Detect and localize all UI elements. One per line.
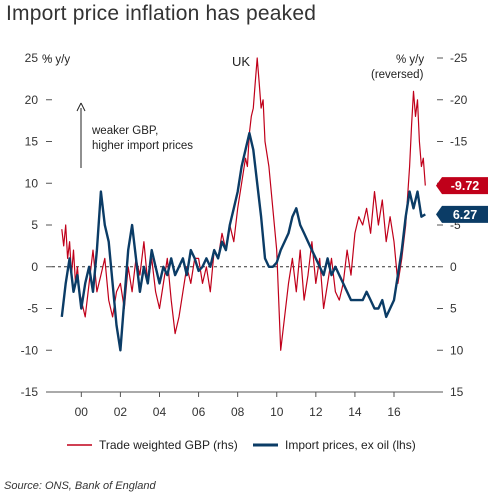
x-tick-label: 06 <box>192 405 206 419</box>
end-labels: -9.72 6.27 <box>436 177 488 223</box>
x-tick-label: 00 <box>75 405 89 419</box>
left-tick-label: 25 <box>25 51 39 65</box>
end-label-trade-gbp-box <box>436 177 488 195</box>
left-tick-label: 0 <box>31 260 38 274</box>
series-line-import-prices <box>60 131 426 352</box>
right-tick-label: 15 <box>450 385 464 399</box>
region-label: UK <box>232 54 250 69</box>
legend-label-import-prices: Import prices, ex oil (lhs) <box>285 438 416 452</box>
x-tick-label: 04 <box>153 405 167 419</box>
series-line-trade-gbp <box>61 57 426 351</box>
right-axis-unit: % y/y <box>396 54 424 66</box>
right-tick-label: 0 <box>450 260 457 274</box>
end-label-import-prices-text: 6.27 <box>453 208 477 222</box>
x-tick-label: 08 <box>231 405 245 419</box>
end-label-import-prices: 6.27 <box>436 205 488 223</box>
left-tick-label: 15 <box>25 135 39 149</box>
end-label-trade-gbp-text: -9.72 <box>451 179 480 193</box>
page-title: Import price inflation has peaked <box>6 2 317 25</box>
x-tick-label: 16 <box>387 405 401 419</box>
right-tick-label: 10 <box>450 343 464 357</box>
right-tick-label: -15 <box>450 135 468 149</box>
end-label-import-prices-box <box>436 205 488 223</box>
axes: -15-10-50510152025151050-5-10-15-20-2500… <box>21 51 468 419</box>
left-tick-label: -15 <box>21 385 39 399</box>
series-layer <box>60 57 426 352</box>
legend: Trade weighted GBP (rhs) Import prices, … <box>67 438 416 452</box>
source-note: Source: ONS, Bank of England <box>4 480 156 492</box>
right-tick-label: -20 <box>450 93 468 107</box>
end-label-trade-gbp: -9.72 <box>436 177 488 195</box>
left-tick-label: -10 <box>21 343 39 357</box>
x-tick-label: 10 <box>270 405 284 419</box>
right-tick-label: 5 <box>450 302 457 316</box>
annotation-line-2: higher import prices <box>92 140 193 152</box>
left-axis-unit: % y/y <box>42 54 70 66</box>
line-chart: UK % y/y % y/y (reversed) weaker GBP, hi… <box>21 51 488 452</box>
left-tick-label: -5 <box>27 302 38 316</box>
annotation-line-1: weaker GBP, <box>91 125 158 137</box>
left-tick-label: 10 <box>25 176 39 190</box>
annotation: weaker GBP, higher import prices <box>76 102 193 168</box>
left-tick-label: 5 <box>31 218 38 232</box>
legend-label-trade-gbp: Trade weighted GBP (rhs) <box>99 438 238 452</box>
x-tick-label: 14 <box>348 405 362 419</box>
right-tick-label: -25 <box>450 51 468 65</box>
annotation-arrow-head-icon <box>76 102 86 112</box>
x-tick-label: 12 <box>309 405 323 419</box>
right-axis-note: (reversed) <box>371 69 424 81</box>
left-tick-label: 20 <box>25 93 39 107</box>
x-tick-label: 02 <box>114 405 128 419</box>
right-tick-label: -5 <box>450 218 461 232</box>
